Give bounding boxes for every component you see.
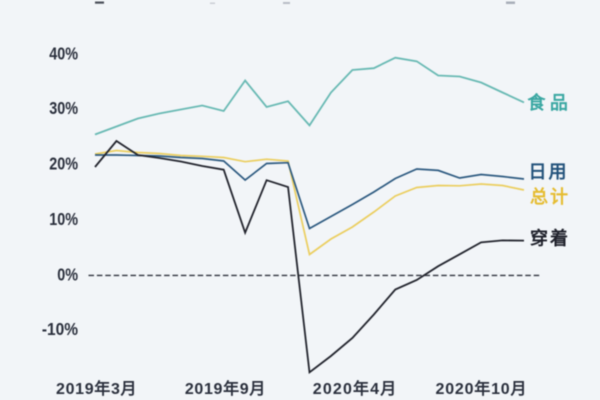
svg-text:日用: 日用 xyxy=(529,162,567,182)
svg-text:总计: 总计 xyxy=(530,186,568,207)
svg-text:2020年10月: 2020年10月 xyxy=(436,379,527,398)
svg-text:穿着: 穿着 xyxy=(530,228,568,249)
svg-text:0%: 0% xyxy=(57,265,78,285)
svg-text:30%: 30% xyxy=(49,99,78,119)
svg-text:2019年3月: 2019年3月 xyxy=(56,379,137,398)
svg-text:10%: 10% xyxy=(49,210,78,230)
svg-text:20%: 20% xyxy=(49,154,78,174)
svg-text:2020年4月: 2020年4月 xyxy=(313,379,397,398)
svg-text:40%: 40% xyxy=(49,44,78,64)
svg-text:2019年9月: 2019年9月 xyxy=(185,379,266,398)
svg-text:食品: 食品 xyxy=(526,92,568,113)
svg-text:-10%: -10% xyxy=(42,319,78,339)
